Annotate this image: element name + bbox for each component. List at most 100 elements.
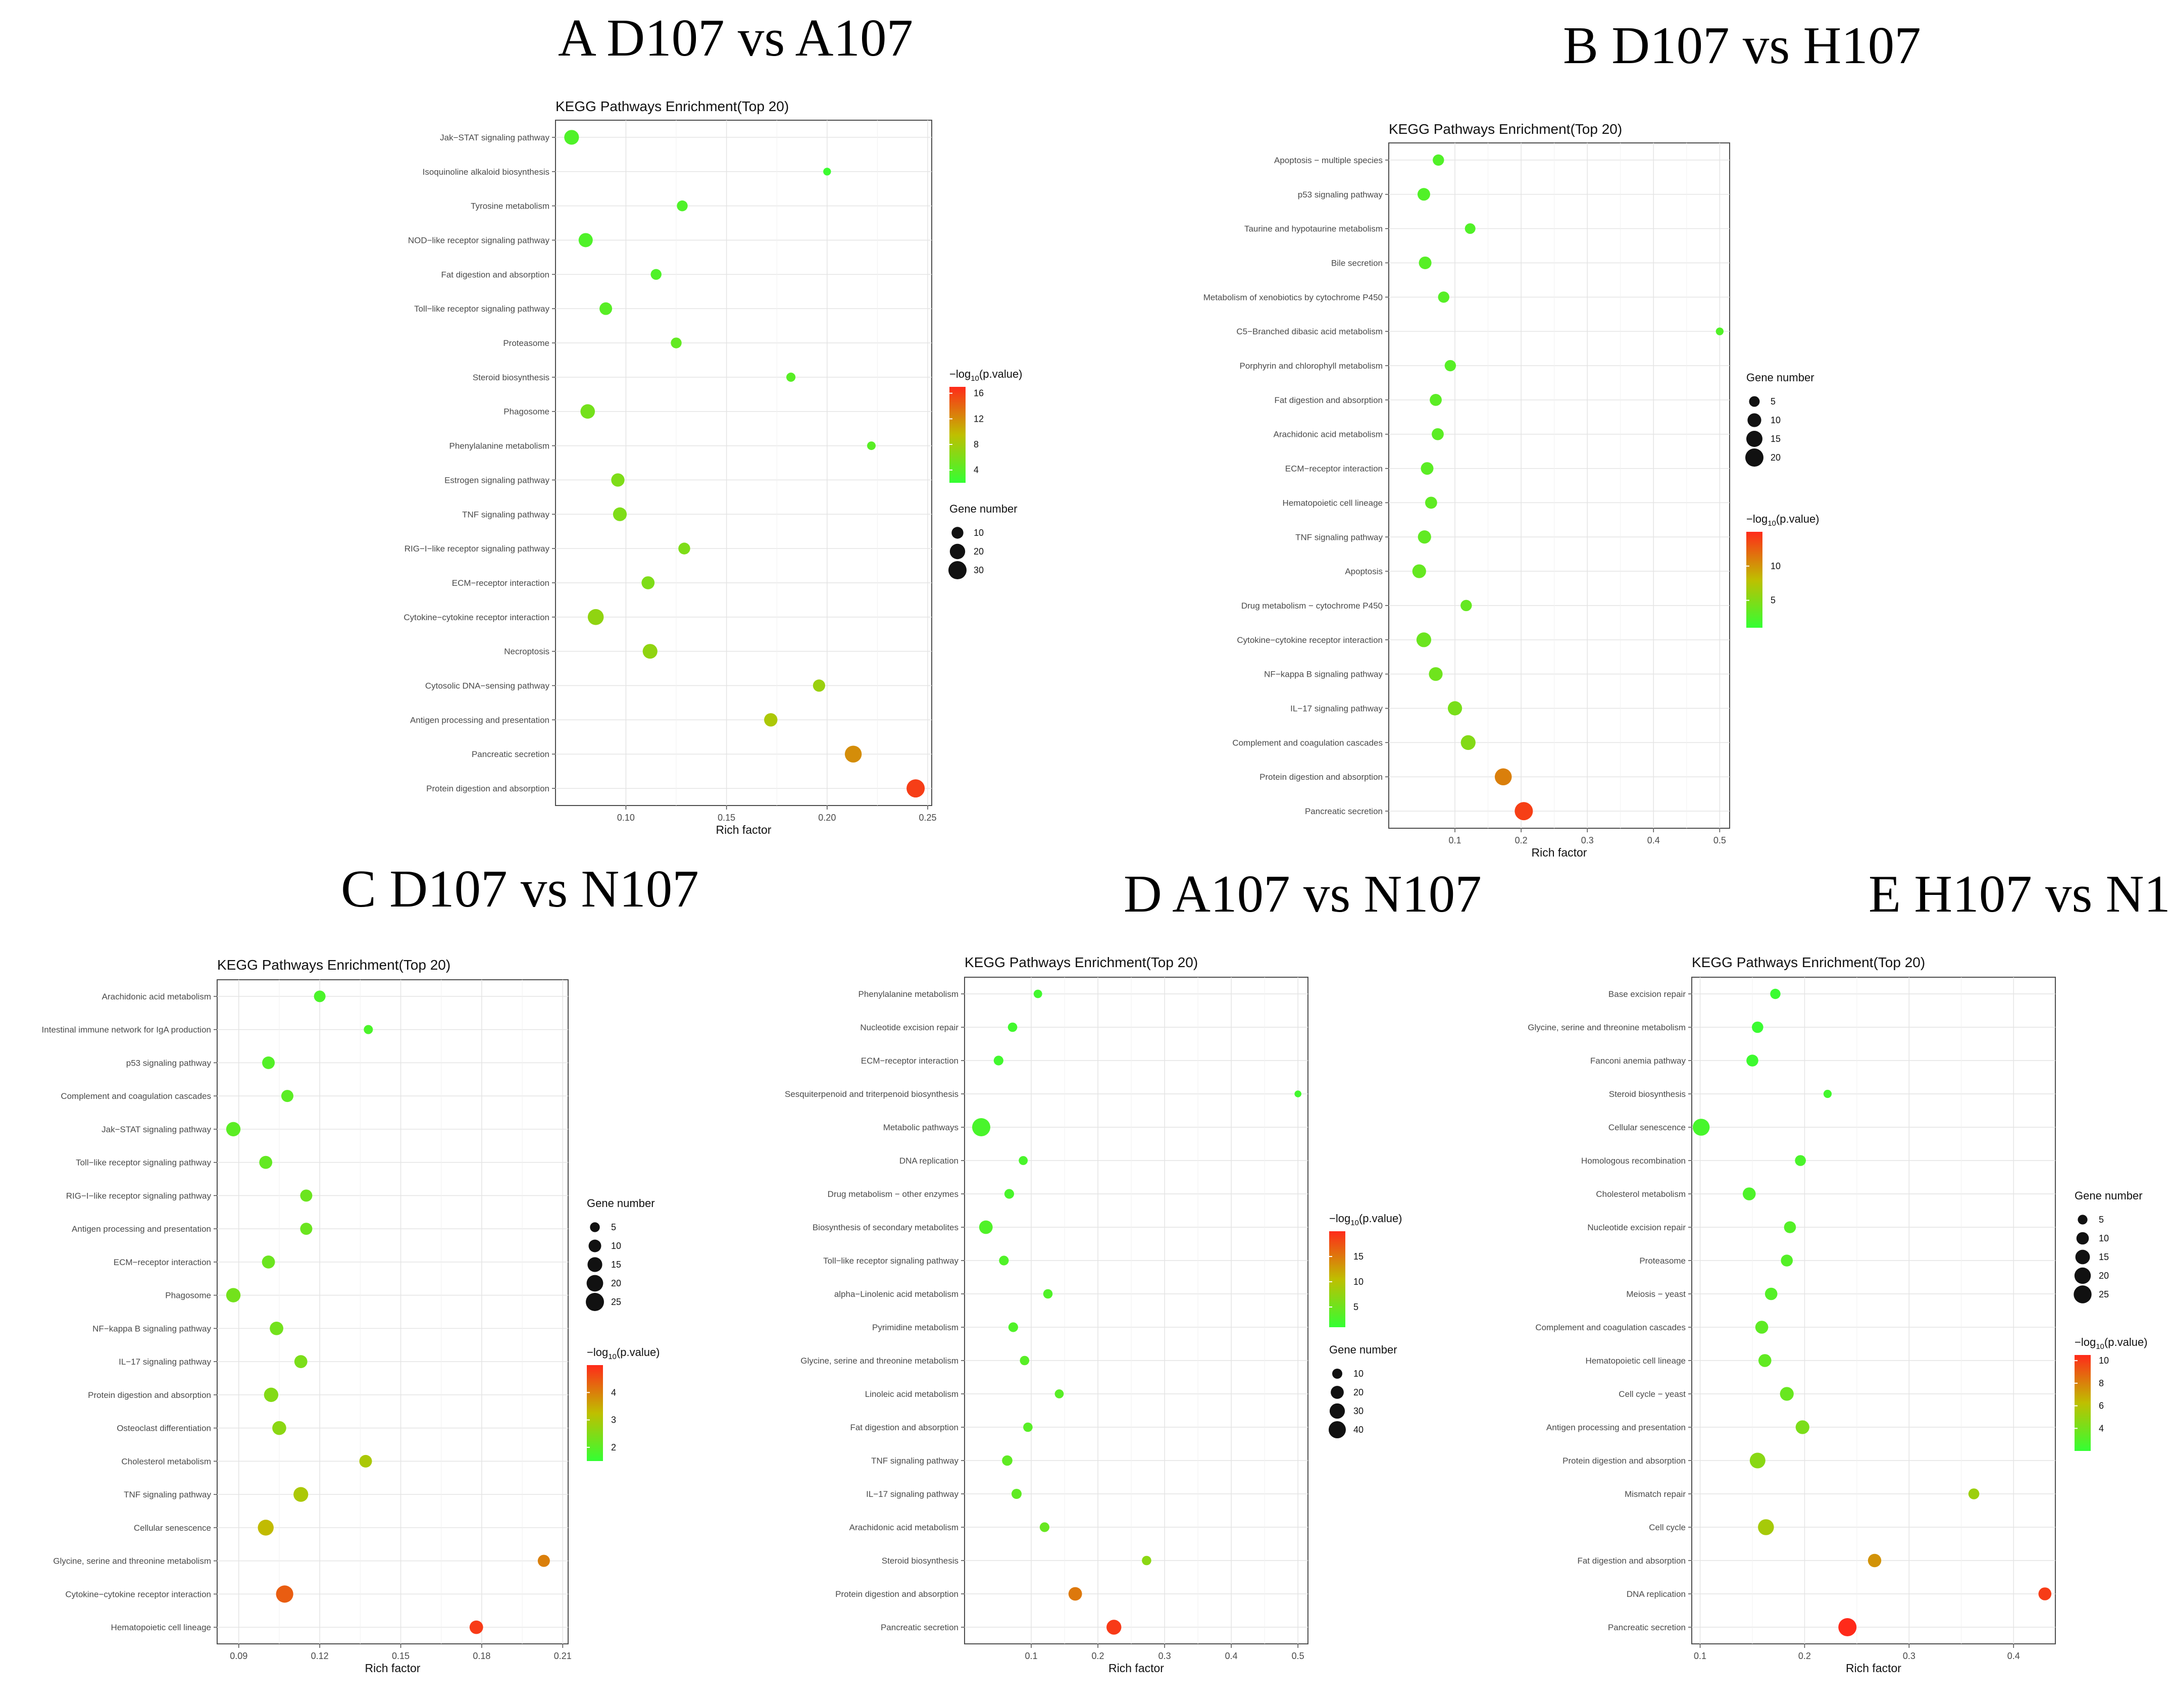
- y-category-label: Metabolic pathways: [883, 1123, 958, 1132]
- x-tick-label: 0.2: [1092, 1651, 1104, 1661]
- size-legend-label: 15: [1771, 434, 1781, 444]
- size-legend-dot: [2078, 1215, 2088, 1225]
- y-category-label: IL−17 signaling pathway: [119, 1357, 211, 1367]
- data-point: [1438, 291, 1449, 303]
- size-legend-label: 25: [611, 1297, 621, 1307]
- data-point: [258, 1520, 274, 1536]
- size-legend-dot: [1749, 396, 1760, 407]
- data-point: [1465, 223, 1476, 234]
- data-point: [1417, 188, 1430, 201]
- kegg-subtitle: KEGG Pathways Enrichment(Top 20): [1389, 121, 1622, 137]
- y-category-label: Cytokine−cytokine receptor interaction: [1237, 635, 1383, 645]
- data-point: [786, 372, 796, 382]
- size-legend-label: 5: [1771, 396, 1776, 407]
- color-legend-label: 3: [611, 1415, 616, 1425]
- x-tick-label: 0.20: [818, 813, 836, 823]
- data-point: [1781, 1254, 1793, 1267]
- panel-C: C D107 vs N107 KEGG Pathways Enrichment(T…: [42, 859, 699, 1675]
- size-legend-label: 10: [611, 1241, 621, 1251]
- data-point: [1823, 1089, 1832, 1098]
- y-category-label: Toll−like receptor signaling pathway: [76, 1158, 211, 1168]
- y-category-label: Glycine, serine and threonine metabolism: [53, 1556, 211, 1566]
- plot-panel: [1691, 977, 2056, 1644]
- data-point: [276, 1585, 293, 1603]
- size-legend-label: 40: [1353, 1425, 1364, 1435]
- color-legend-title: −log10(p.value): [587, 1346, 660, 1361]
- y-category-label: Tyrosine metabolism: [471, 202, 549, 211]
- data-point: [1043, 1289, 1053, 1299]
- y-category-label: Bile secretion: [1331, 258, 1383, 268]
- color-legend-label: 16: [974, 388, 984, 398]
- y-category-label: Toll−like receptor signaling pathway: [823, 1256, 958, 1266]
- data-point: [611, 473, 625, 487]
- x-tick-label: 0.15: [392, 1651, 410, 1661]
- data-point: [564, 130, 579, 145]
- y-category-label: Protein digestion and absorption: [1562, 1456, 1686, 1466]
- data-point: [1460, 599, 1472, 612]
- data-point: [1795, 1155, 1806, 1166]
- data-point: [650, 269, 662, 280]
- data-point: [262, 1255, 275, 1269]
- data-point: [1867, 1553, 1882, 1568]
- data-point: [272, 1421, 286, 1435]
- y-category-label: NF−kappa B signaling pathway: [1264, 670, 1383, 679]
- y-category-label: Steroid biosynthesis: [882, 1556, 958, 1566]
- panel-B: B D107 vs H107 KEGG Pathways Enrichment(T…: [1203, 16, 1921, 859]
- plot-panel: [217, 979, 569, 1644]
- size-legend-dot: [587, 1257, 602, 1272]
- size-legend-dot: [949, 543, 966, 560]
- data-point: [1784, 1221, 1796, 1233]
- x-tick-label: 0.4: [1225, 1651, 1238, 1661]
- y-category-label: Cytosolic DNA−sensing pathway: [425, 681, 550, 691]
- x-tick-label: 0.5: [1713, 835, 1726, 845]
- data-point: [1419, 256, 1432, 269]
- data-point: [1421, 462, 1434, 475]
- y-category-label: p53 signaling pathway: [1298, 190, 1383, 199]
- x-tick-label: 0.4: [1647, 835, 1660, 845]
- kegg-subtitle: KEGG Pathways Enrichment(Top 20): [965, 955, 1198, 970]
- y-category-label: Cholesterol metabolism: [1596, 1189, 1686, 1199]
- y-category-label: Drug metabolism − cytochrome P450: [1241, 601, 1383, 611]
- y-category-label: Estrogen signaling pathway: [444, 475, 549, 485]
- y-category-label: Glycine, serine and threonine metabolism: [800, 1356, 958, 1366]
- data-point: [1007, 1022, 1018, 1032]
- y-category-label: DNA replication: [1627, 1589, 1686, 1599]
- color-legend-title: −log10(p.value): [949, 368, 1023, 383]
- data-point: [1412, 564, 1426, 578]
- data-point: [1033, 989, 1042, 998]
- size-legend-dot: [2076, 1232, 2089, 1245]
- y-category-label: TNF signaling pathway: [124, 1490, 211, 1499]
- y-category-label: Antigen processing and presentation: [72, 1224, 211, 1234]
- data-point: [1447, 701, 1462, 716]
- data-point: [641, 576, 655, 589]
- y-category-label: ECM−receptor interaction: [1285, 464, 1383, 474]
- color-legend-label: 8: [2099, 1378, 2104, 1388]
- data-point: [599, 302, 613, 315]
- color-legend-label: 10: [1771, 561, 1781, 571]
- y-category-label: Proteasome: [1639, 1256, 1686, 1266]
- y-category-label: RIG−I−like receptor signaling pathway: [405, 544, 550, 554]
- panel-title: A D107 vs A107: [558, 8, 913, 67]
- kegg-subtitle: KEGG Pathways Enrichment(Top 20): [217, 957, 450, 973]
- y-category-label: C5−Branched dibasic acid metabolism: [1236, 327, 1383, 336]
- color-legend-title: −log10(p.value): [1746, 513, 1820, 528]
- y-category-label: Metabolism of xenobiotics by cytochrome …: [1203, 292, 1383, 302]
- data-point: [1418, 530, 1431, 544]
- color-legend-label: 4: [974, 465, 979, 475]
- y-category-label: Arachidonic acid metabolism: [1274, 430, 1383, 439]
- data-point: [226, 1288, 241, 1302]
- plot-panel: [555, 120, 932, 806]
- x-tick-label: 0.4: [2007, 1651, 2020, 1661]
- data-point: [1002, 1455, 1013, 1466]
- size-legend-dot: [586, 1293, 604, 1311]
- y-category-label: Arachidonic acid metabolism: [849, 1523, 958, 1532]
- data-point: [226, 1122, 241, 1137]
- data-point: [906, 779, 925, 798]
- data-point: [1755, 1321, 1769, 1334]
- kegg-subtitle: KEGG Pathways Enrichment(Top 20): [1692, 955, 1925, 970]
- y-category-label: Proteasome: [503, 338, 549, 348]
- data-point: [1432, 428, 1444, 440]
- kegg-subtitle: KEGG Pathways Enrichment(Top 20): [556, 98, 789, 114]
- size-legend-label: 20: [974, 546, 984, 557]
- color-legend-label: 5: [1353, 1302, 1358, 1312]
